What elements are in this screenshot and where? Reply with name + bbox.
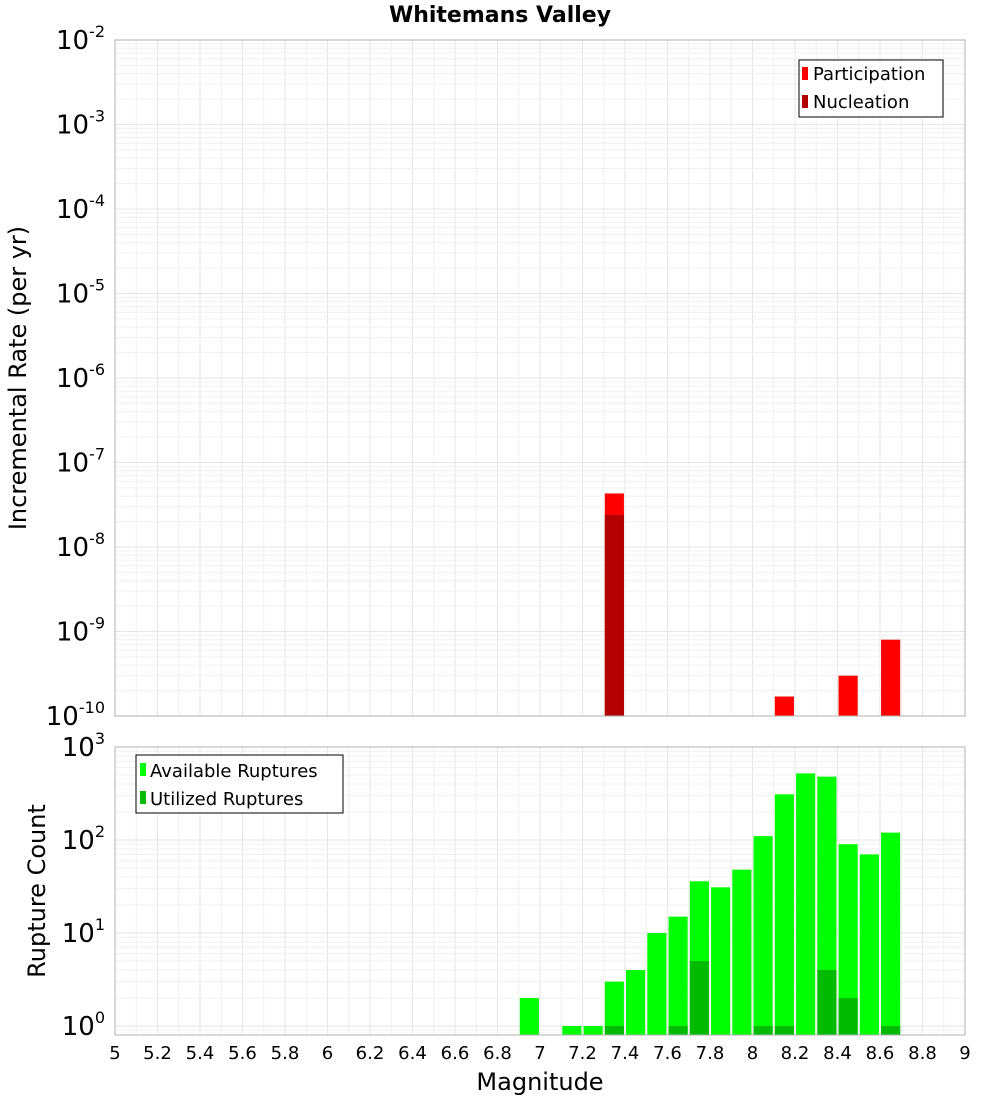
bottom-bar-available-ruptures <box>859 854 879 1035</box>
top-bar-participation <box>838 675 858 716</box>
bottom-bar-available-ruptures <box>583 1025 603 1035</box>
bottom-bar-available-ruptures <box>774 794 794 1035</box>
bottom-bar-available-ruptures <box>881 832 901 1035</box>
legend-swatch-nucleation <box>802 95 808 108</box>
bottom-bar-available-ruptures <box>647 932 667 1035</box>
top-y-tick-label: 10-2 <box>56 22 105 56</box>
legend-label-available: Available Ruptures <box>150 761 318 782</box>
bottom-y-ticks: 100 101 102 103 <box>62 729 105 1042</box>
bottom-bar-available-ruptures <box>626 969 646 1035</box>
x-tick-label: 7.6 <box>653 1043 682 1064</box>
x-tick-label: 6.6 <box>441 1043 470 1064</box>
top-y-tick-label: 10-7 <box>56 445 105 479</box>
top-y-tick-label: 10-5 <box>56 276 105 310</box>
bottom-bar-available-ruptures <box>732 869 752 1035</box>
x-tick-label: 6.4 <box>398 1043 427 1064</box>
legend-label-utilized: Utilized Ruptures <box>150 789 303 810</box>
bottom-bar-utilized-ruptures <box>689 960 709 1035</box>
x-tick-label: 6.8 <box>483 1043 512 1064</box>
bottom-legend-box <box>135 754 344 814</box>
bottom-bar-available-ruptures <box>838 844 858 1035</box>
x-tick-label: 8.2 <box>781 1043 810 1064</box>
bottom-bar-utilized-ruptures <box>604 1025 624 1035</box>
bottom-bar-utilized-ruptures <box>668 1025 688 1035</box>
top-grid <box>114 39 966 717</box>
bottom-panel: 100 101 102 103 5 5.2 5.4 5.6 5.8 6 6.2 6.4 6.6 6.8 7… <box>23 729 971 1096</box>
x-ticks: 5 5.2 5.4 5.6 5.8 6 6.2 6.4 6.6 6.8 7 7.2 7.4 7.6 7.8 8… <box>109 1043 970 1064</box>
bottom-bars <box>519 773 901 1035</box>
legend-swatch-utilized <box>140 791 146 804</box>
bottom-legend: Available Ruptures Utilized Ruptures <box>135 754 344 814</box>
x-tick-label: 8.6 <box>866 1043 895 1064</box>
x-tick-label: 6.2 <box>356 1043 385 1064</box>
x-tick-label: 6 <box>322 1043 333 1064</box>
x-tick-label: 5.8 <box>271 1043 300 1064</box>
top-legend-box <box>798 59 944 118</box>
x-tick-label: 5.6 <box>228 1043 257 1064</box>
bottom-y-tick-label: 103 <box>62 729 105 763</box>
bottom-bar-utilized-ruptures <box>881 1025 901 1035</box>
bottom-y-tick-label: 101 <box>62 915 105 949</box>
top-y-tick-label: 10-4 <box>56 191 105 225</box>
top-y-tick-label: 10-6 <box>56 360 105 394</box>
top-y-axis-label: Incremental Rate (per yr) <box>4 226 32 530</box>
top-y-tick-label: 10-8 <box>56 529 105 563</box>
top-legend: Participation Nucleation <box>798 59 944 118</box>
top-y-ticks: 10-10 10-9 10-8 10-7 10-6 10-5 10-4 10-3 10-2 <box>46 22 105 732</box>
x-tick-label: 5 <box>109 1043 120 1064</box>
chart-title: Whitemans Valley <box>389 3 611 28</box>
bottom-bar-available-ruptures <box>562 1025 582 1035</box>
bottom-y-axis-label: Rupture Count <box>23 804 51 978</box>
bottom-bar-utilized-ruptures <box>753 1025 773 1035</box>
x-tick-label: 7.8 <box>696 1043 725 1064</box>
legend-label-nucleation: Nucleation <box>813 92 909 113</box>
bottom-bar-available-ruptures <box>604 981 624 1035</box>
x-tick-label: 8.8 <box>908 1043 937 1064</box>
top-bar-nucleation <box>604 514 624 716</box>
x-tick-label: 5.4 <box>186 1043 215 1064</box>
bottom-bar-available-ruptures <box>796 773 816 1035</box>
bottom-y-tick-label: 102 <box>62 822 105 856</box>
bottom-plot-frame <box>114 746 966 1036</box>
top-bar-participation <box>881 639 901 716</box>
x-tick-label: 9 <box>959 1043 970 1064</box>
legend-swatch-available <box>140 763 146 776</box>
x-tick-label: 8.4 <box>823 1043 852 1064</box>
top-bars <box>604 493 901 716</box>
bottom-bar-available-ruptures <box>668 916 688 1035</box>
top-panel: 10-10 10-9 10-8 10-7 10-6 10-5 10-4 10-3 10-2 In… <box>4 22 966 732</box>
bottom-bar-utilized-ruptures <box>838 997 858 1035</box>
top-y-tick-label: 10-3 <box>56 107 105 141</box>
x-tick-label: 8 <box>747 1043 758 1064</box>
top-y-tick-label: 10-10 <box>46 698 105 732</box>
bottom-bar-available-ruptures <box>711 887 731 1035</box>
x-tick-label: 7 <box>534 1043 545 1064</box>
top-y-tick-label: 10-9 <box>56 614 105 648</box>
x-axis-label: Magnitude <box>476 1068 603 1096</box>
x-tick-label: 7.2 <box>568 1043 597 1064</box>
legend-swatch-participation <box>802 67 808 80</box>
legend-label-participation: Participation <box>813 64 925 85</box>
top-bar-participation <box>774 696 794 716</box>
x-tick-label: 5.2 <box>143 1043 172 1064</box>
bottom-bar-available-ruptures <box>519 997 539 1035</box>
bottom-bar-available-ruptures <box>753 836 773 1035</box>
bottom-bar-utilized-ruptures <box>774 1025 794 1035</box>
bottom-bar-utilized-ruptures <box>817 969 837 1035</box>
x-tick-label: 7.4 <box>611 1043 640 1064</box>
top-plot-frame <box>114 39 966 717</box>
bottom-y-tick-label: 100 <box>62 1008 105 1042</box>
